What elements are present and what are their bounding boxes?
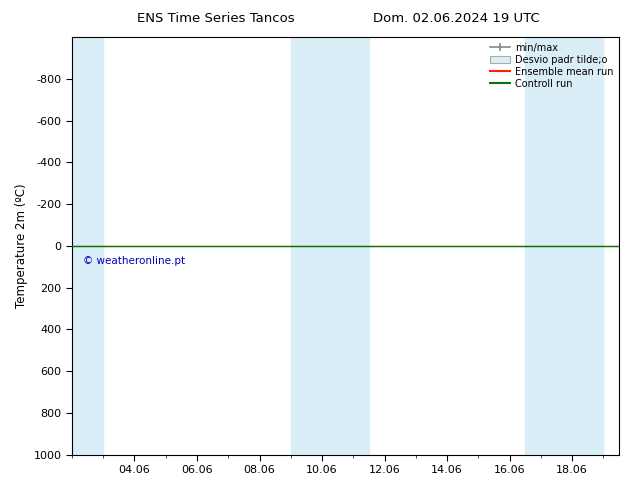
- Text: © weatheronline.pt: © weatheronline.pt: [83, 256, 185, 266]
- Legend: min/max, Desvio padr tilde;o, Ensemble mean run, Controll run: min/max, Desvio padr tilde;o, Ensemble m…: [486, 39, 617, 93]
- Bar: [525, 37, 604, 455]
- Y-axis label: Temperature 2m (ºC): Temperature 2m (ºC): [15, 183, 28, 308]
- Text: ENS Time Series Tancos: ENS Time Series Tancos: [137, 12, 294, 25]
- Bar: [291, 37, 369, 455]
- Bar: [72, 37, 103, 455]
- Text: Dom. 02.06.2024 19 UTC: Dom. 02.06.2024 19 UTC: [373, 12, 540, 25]
